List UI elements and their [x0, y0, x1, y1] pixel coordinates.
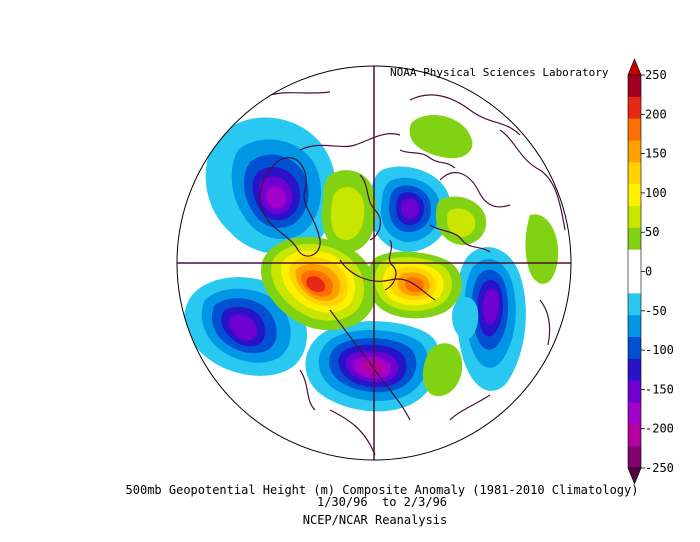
low-anomaly-north-pacific [184, 277, 307, 376]
colorbar-segment [628, 315, 641, 338]
colorbar-segment [628, 140, 641, 163]
colorbar-tick-label: -200 [645, 422, 674, 436]
colorbar-segment [628, 337, 641, 360]
caption-title: 500mb Geopotential Height (m) Composite … [126, 483, 639, 497]
map-border [176, 65, 572, 461]
high-anomaly-siberia [409, 115, 487, 245]
colorbar-segment [628, 162, 641, 185]
colorbar-tick-label: 0 [645, 265, 652, 279]
colorbar-tick-label: -150 [645, 382, 674, 396]
colorbar-segment [628, 424, 641, 447]
coastlines [259, 91, 566, 456]
colorbar-segment [628, 358, 641, 381]
low-anomaly-arctic [370, 166, 451, 252]
low-anomaly-subtropical [452, 297, 479, 340]
colorbar-segment [628, 184, 641, 207]
colorbar-segment [628, 249, 641, 272]
colorbar-tick-label: -50 [645, 304, 667, 318]
colorbar-segment [628, 271, 641, 294]
anomaly-contours [184, 91, 566, 456]
colorbar-segment [628, 118, 641, 141]
colorbar-segment [628, 402, 641, 425]
colorbar-tick-label: 100 [645, 186, 667, 200]
high-anomaly-europe [525, 214, 559, 284]
colorbar-segment [628, 227, 641, 250]
colorbar-segment [628, 380, 641, 403]
high-anomaly-atlantic [422, 343, 463, 397]
hemisphere-map [176, 65, 572, 461]
low-anomaly-pacific-northwest [205, 117, 337, 255]
colorbar-tick-label: 150 [645, 147, 667, 161]
colorbar-tick-label: -100 [645, 343, 674, 357]
credit-label: NOAA Physical Sciences Laboratory [390, 66, 609, 79]
caption-source: NCEP/NCAR Reanalysis [303, 513, 448, 527]
high-anomaly-beaufort [321, 170, 377, 252]
colorbar-tick-label: 250 [645, 68, 667, 82]
colorbar-tick-label: -250 [645, 461, 674, 475]
caption-dates: 1/30/96 to 2/3/96 [317, 495, 447, 509]
colorbar-tick-label: 200 [645, 107, 667, 121]
colorbar-segment [628, 75, 641, 98]
colorbar-segment [628, 96, 641, 119]
colorbar-segment [628, 293, 641, 316]
colorbar-segment [628, 446, 641, 469]
colorbar-arrow-bottom [627, 467, 642, 485]
colorbar-tick-label: 50 [645, 225, 659, 239]
colorbar-segment [628, 206, 641, 229]
low-anomaly-eastern-atlantic [456, 247, 526, 391]
colorbar: 250 200 150 100 50 0 -50 -100 -150 -200 -250 [627, 58, 674, 485]
colorbar-arrow-top [627, 58, 642, 76]
